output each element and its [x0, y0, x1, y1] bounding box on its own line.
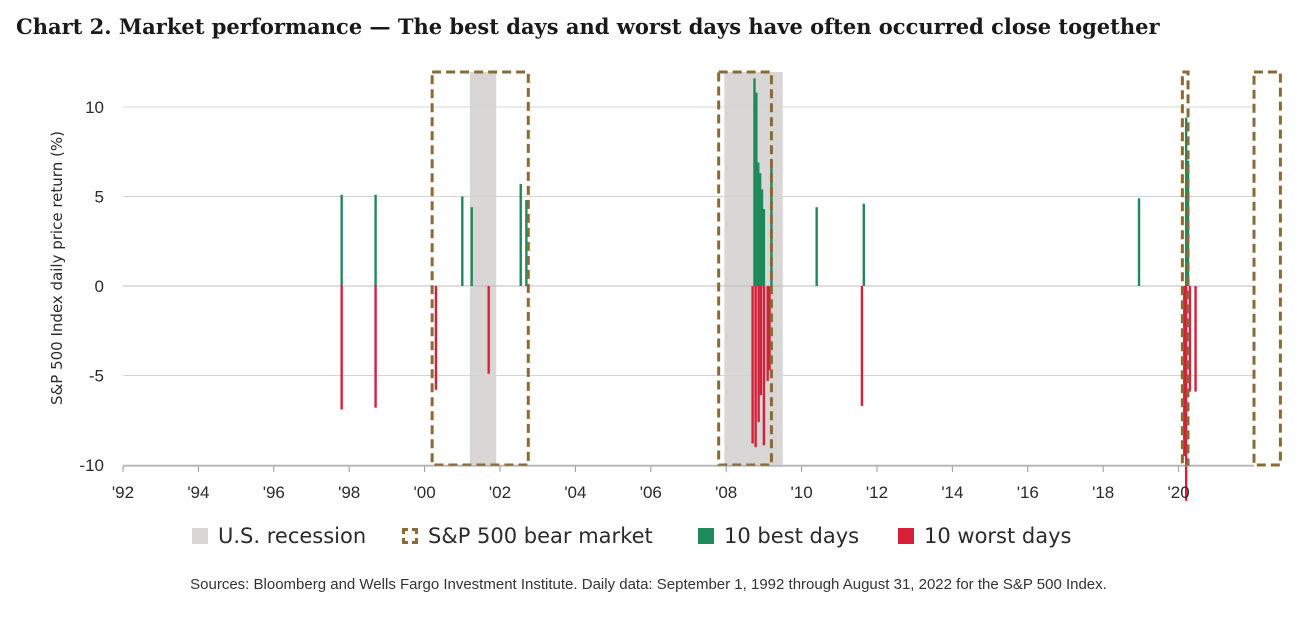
worst-day-bar-10 [768, 286, 771, 371]
best-day-bar-13 [815, 207, 818, 286]
worst-day-bar-12 [1183, 286, 1186, 457]
recession-band-0 [469, 72, 497, 465]
x-tick-label: '92 [112, 483, 134, 502]
best-day-bar-4 [519, 183, 522, 286]
x-tick-label: '02 [489, 483, 511, 502]
worst-day-bar-6 [757, 286, 760, 423]
legend: U.S. recession S&P 500 bear market 10 be… [0, 520, 1297, 554]
worst-day-bar-4 [751, 286, 754, 444]
x-tick-label: '08 [715, 483, 737, 502]
y-tick-label: 0 [95, 277, 104, 296]
legend-label-worst: 10 worst days [924, 524, 1072, 548]
best-day-bar-0 [340, 194, 343, 286]
worst-day-bar-3 [487, 286, 490, 374]
best-day-bar-7 [755, 92, 758, 287]
x-tick-label: '12 [866, 483, 888, 502]
best-day-bar-14 [862, 203, 866, 286]
x-tick-label: '06 [640, 483, 662, 502]
worst-day-bar-0 [340, 286, 343, 410]
best-day-bar-2 [461, 196, 464, 286]
y-tick-label: 10 [85, 98, 104, 117]
x-tick-label: '16 [1017, 483, 1039, 502]
best-day-bar-8 [757, 162, 760, 286]
x-tick-label: '94 [187, 483, 209, 502]
best-day-bar-6 [753, 78, 756, 286]
chart-area: 10 5 0 -5 -10 '92 '94 '96 '98 '00 '02 '04 '06 '08 '10… [48, 70, 1282, 502]
x-tick-label: '10 [791, 483, 813, 502]
x-tick-label: '18 [1092, 483, 1114, 502]
worst-day-bar-7 [759, 286, 763, 396]
x-tick-label: '00 [414, 483, 436, 502]
x-tick-label: '98 [338, 483, 360, 502]
source-note: Sources: Bloomberg and Wells Fargo Inves… [190, 576, 1107, 593]
best-day-bar-1 [374, 194, 377, 286]
x-tick-label: '20 [1168, 483, 1190, 502]
worst-day-bar-1 [374, 286, 377, 408]
y-tick-label: -10 [79, 456, 104, 475]
bear-market-swatch [402, 528, 418, 544]
recession-bands [469, 72, 783, 465]
x-tick-label: '14 [941, 483, 963, 502]
worst-day-bar-14 [1188, 286, 1192, 392]
x-tick-label: '96 [263, 483, 285, 502]
y-tick-label: 5 [95, 188, 104, 207]
best-days-swatch [698, 528, 714, 544]
y-axis-label: S&P 500 Index daily price return (%) [48, 131, 66, 405]
worst-day-bar-11 [860, 286, 864, 406]
legend-item-recession: U.S. recession [192, 524, 366, 548]
recession-swatch [192, 528, 208, 544]
legend-label-bear: S&P 500 bear market [428, 524, 653, 548]
best-day-bar-10 [760, 189, 764, 286]
legend-label-recession: U.S. recession [218, 524, 367, 548]
chart-title: Chart 2. Market performance — The best d… [16, 14, 1160, 39]
best-day-bar-15 [1137, 198, 1141, 286]
best-day-bar-9 [758, 173, 762, 286]
worst-day-bar-13 [1184, 286, 1188, 501]
axes: '92 '94 '96 '98 '00 '02 '04 '06 '08 '10 '12 '14 '16 '… [112, 465, 1254, 502]
bars [340, 78, 1197, 501]
legend-item-worst: 10 worst days [898, 524, 1071, 548]
bear-market-box-0 [430, 70, 530, 467]
worst-day-bar-9 [766, 286, 769, 381]
worst-day-bar-2 [434, 286, 438, 390]
worst-day-bar-8 [762, 286, 766, 446]
worst-day-bar-5 [754, 286, 757, 448]
gridlines: 10 5 0 -5 -10 [79, 98, 1254, 475]
legend-item-best: 10 best days [698, 524, 859, 548]
bear-market-box-2 [1180, 70, 1190, 467]
best-day-bar-5 [525, 200, 528, 286]
worst-days-swatch [898, 528, 914, 544]
best-day-bar-16 [1184, 117, 1188, 287]
y-tick-label: -5 [89, 367, 104, 386]
best-day-bar-11 [762, 209, 766, 286]
bear-market-boxes [430, 70, 1282, 467]
worst-day-bar-15 [1194, 286, 1197, 392]
x-tick-label: '04 [564, 483, 586, 502]
best-day-bar-3 [470, 207, 473, 286]
bear-market-box-3 [1252, 70, 1282, 467]
legend-label-best: 10 best days [724, 524, 860, 548]
legend-item-bear: S&P 500 bear market [402, 524, 653, 548]
